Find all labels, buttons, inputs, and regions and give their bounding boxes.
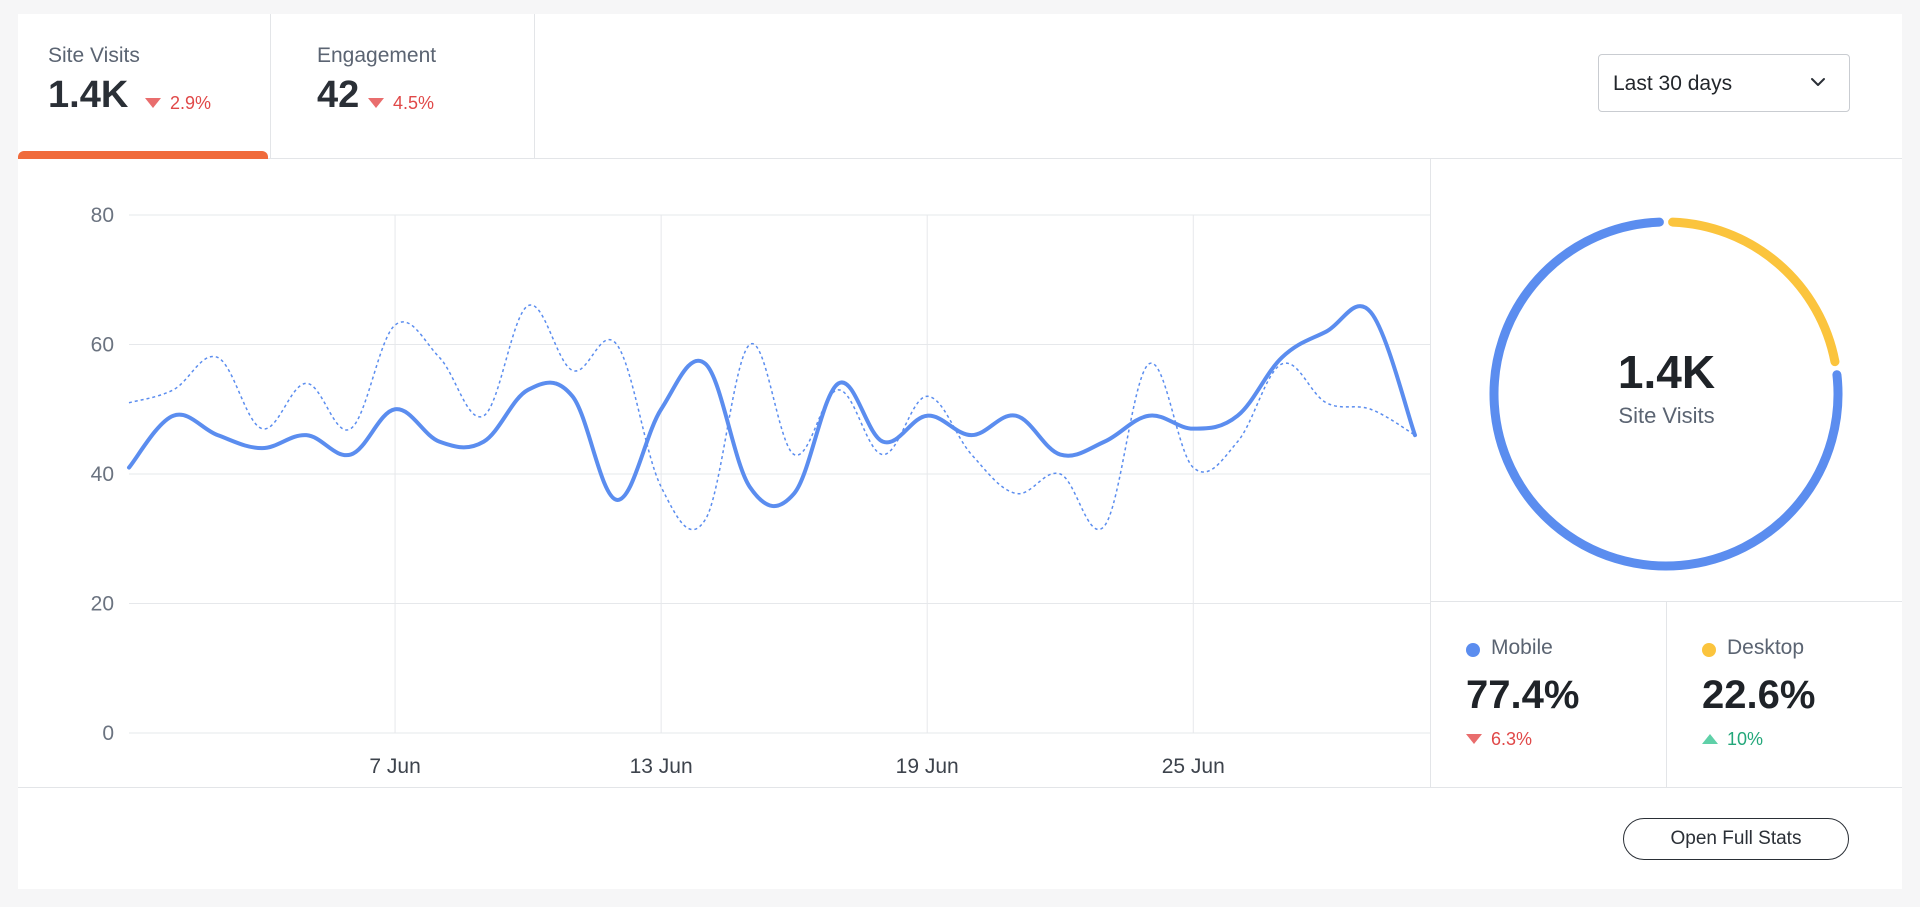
open-full-stats-button[interactable]: Open Full Stats — [1623, 818, 1849, 860]
analytics-card: Site Visits 1.4K 2.9% Engagement 42 4.5%… — [18, 14, 1902, 889]
tab-delta: 4.5% — [368, 93, 434, 114]
donut-panel: 1.4K Site Visits — [1431, 159, 1902, 602]
series-line-solid — [127, 304, 1417, 509]
donut-segment-desktop — [1668, 217, 1840, 367]
segment-value: 22.6% — [1702, 673, 1816, 717]
x-tick-label: 7 Jun — [369, 755, 420, 778]
segment-delta-value: 6.3% — [1491, 729, 1533, 749]
line-chart-svg: 0 20 40 60 80 7 Jun 13 Jun 19 Jun 25 Jun — [91, 204, 1430, 778]
arrow-up-icon — [1702, 734, 1718, 744]
arrow-down-icon — [145, 98, 161, 108]
tab-label: Site Visits — [48, 44, 140, 67]
arrow-down-icon — [1466, 734, 1482, 744]
x-tick-label: 19 Jun — [896, 755, 959, 778]
segment-delta: 10% — [1702, 729, 1763, 750]
y-tick-label: 0 — [102, 722, 114, 745]
segment-value: 77.4% — [1466, 673, 1580, 717]
chevron-down-icon — [1809, 73, 1827, 96]
x-tick-label: 25 Jun — [1162, 755, 1225, 778]
tab-site-visits[interactable]: Site Visits 1.4K 2.9% — [18, 14, 271, 159]
y-tick-label: 20 — [91, 593, 114, 616]
desktop-legend-dot — [1702, 643, 1716, 657]
series-line-dotted — [128, 304, 1416, 531]
donut-label: Site Visits — [1618, 403, 1715, 428]
donut-value: 1.4K — [1617, 346, 1716, 398]
metric-tabs: Site Visits 1.4K 2.9% Engagement 42 4.5%… — [18, 14, 1902, 159]
tab-label: Engagement — [317, 44, 437, 67]
tab-delta-value: 2.9% — [170, 93, 212, 113]
segment-label: Desktop — [1727, 636, 1805, 659]
segment-mobile: Mobile 77.4% 6.3% — [1431, 602, 1667, 787]
segment-desktop: Desktop 22.6% 10% — [1667, 602, 1902, 787]
y-tick-label: 60 — [91, 334, 114, 357]
segment-label: Mobile — [1491, 636, 1553, 659]
x-tick-label: 13 Jun — [630, 755, 693, 778]
segment-delta-value: 10% — [1727, 729, 1764, 749]
y-tick-label: 80 — [91, 204, 114, 227]
date-range-value: Last 30 days — [1613, 72, 1733, 95]
arrow-down-icon — [368, 98, 384, 108]
segment-delta: 6.3% — [1466, 729, 1532, 750]
tab-delta-value: 4.5% — [393, 93, 435, 113]
tab-delta: 2.9% — [145, 93, 211, 114]
active-tab-indicator — [18, 151, 268, 159]
divider — [18, 787, 1902, 788]
tab-value: 1.4K — [48, 74, 129, 116]
tab-value: 42 — [317, 74, 360, 116]
y-tick-label: 40 — [91, 463, 114, 486]
date-range-select[interactable]: Last 30 days — [1598, 54, 1850, 112]
mobile-legend-dot — [1466, 643, 1480, 657]
donut-chart — [1489, 217, 1843, 571]
tab-engagement[interactable]: Engagement 42 4.5% — [271, 14, 535, 158]
donut-segment-mobile — [1489, 217, 1843, 571]
line-chart: 0 20 40 60 80 7 Jun 13 Jun 19 Jun 25 Jun — [18, 159, 1431, 787]
